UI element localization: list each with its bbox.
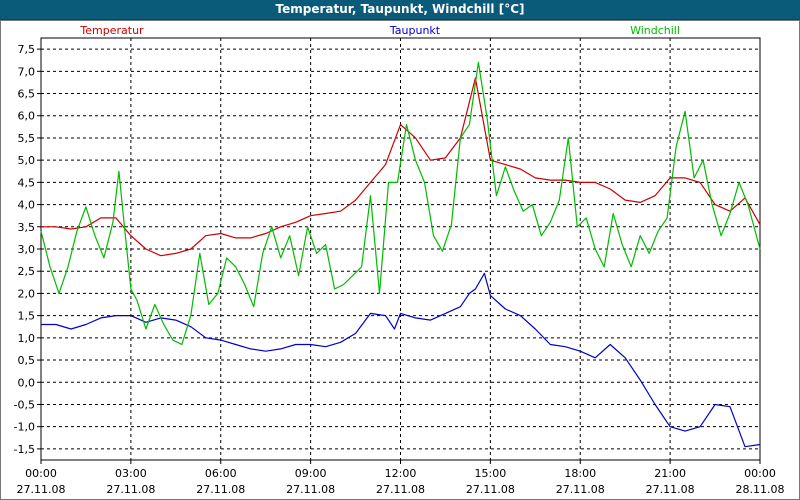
y-tick-label: 2,5 xyxy=(18,265,36,278)
x-tick-date-label: 27.11.08 xyxy=(17,483,66,496)
x-tick-date-label: 28.11.08 xyxy=(736,483,785,496)
y-tick-label: 3,0 xyxy=(18,243,36,256)
x-tick-time-label: 00:00 xyxy=(744,467,776,480)
y-tick-label: 0,0 xyxy=(18,376,36,389)
y-tick-label: -1,0 xyxy=(14,421,35,434)
y-tick-label: 6,0 xyxy=(18,110,36,123)
x-tick-date-label: 27.11.08 xyxy=(556,483,605,496)
legend-label-windchill: Windchill xyxy=(630,24,680,37)
x-tick-time-label: 00:00 xyxy=(25,467,57,480)
y-tick-label: 4,0 xyxy=(18,199,36,212)
y-tick-label: 7,0 xyxy=(18,65,36,78)
y-tick-label: 2,0 xyxy=(18,287,36,300)
y-tick-label: 1,0 xyxy=(18,332,36,345)
x-tick-date-label: 27.11.08 xyxy=(106,483,155,496)
x-tick-time-label: 06:00 xyxy=(205,467,237,480)
x-tick-date-label: 27.11.08 xyxy=(646,483,695,496)
legend-label-taupunkt: Taupunkt xyxy=(389,24,441,37)
y-tick-label: 3,5 xyxy=(18,221,36,234)
series-line-windchill xyxy=(40,61,761,346)
x-tick-date-label: 27.11.08 xyxy=(376,483,425,496)
y-tick-label: 7,5 xyxy=(18,43,36,56)
y-tick-label: 4,5 xyxy=(18,176,36,189)
y-tick-label: 0,5 xyxy=(18,354,36,367)
y-tick-label: 5,5 xyxy=(18,132,36,145)
series-line-temperatur xyxy=(41,77,761,257)
x-tick-date-label: 27.11.08 xyxy=(196,483,245,496)
y-tick-label: -0,5 xyxy=(14,398,35,411)
x-tick-date-label: 27.11.08 xyxy=(286,483,335,496)
x-tick-time-label: 18:00 xyxy=(564,467,596,480)
x-tick-time-label: 12:00 xyxy=(385,467,417,480)
x-tick-date-label: 27.11.08 xyxy=(466,483,515,496)
y-tick-label: 6,5 xyxy=(18,88,36,101)
y-tick-label: 5,0 xyxy=(18,154,36,167)
x-tick-time-label: 21:00 xyxy=(654,467,686,480)
series-line-taupunkt xyxy=(41,272,761,448)
y-tick-label: -1,5 xyxy=(14,443,35,456)
x-tick-time-label: 15:00 xyxy=(475,467,507,480)
legend-label-temperatur: Temperatur xyxy=(79,24,144,37)
x-tick-time-label: 03:00 xyxy=(115,467,147,480)
chart-title: Temperatur, Taupunkt, Windchill [°C] xyxy=(0,0,800,20)
x-tick-time-label: 09:00 xyxy=(295,467,327,480)
y-tick-label: 1,5 xyxy=(18,310,36,323)
